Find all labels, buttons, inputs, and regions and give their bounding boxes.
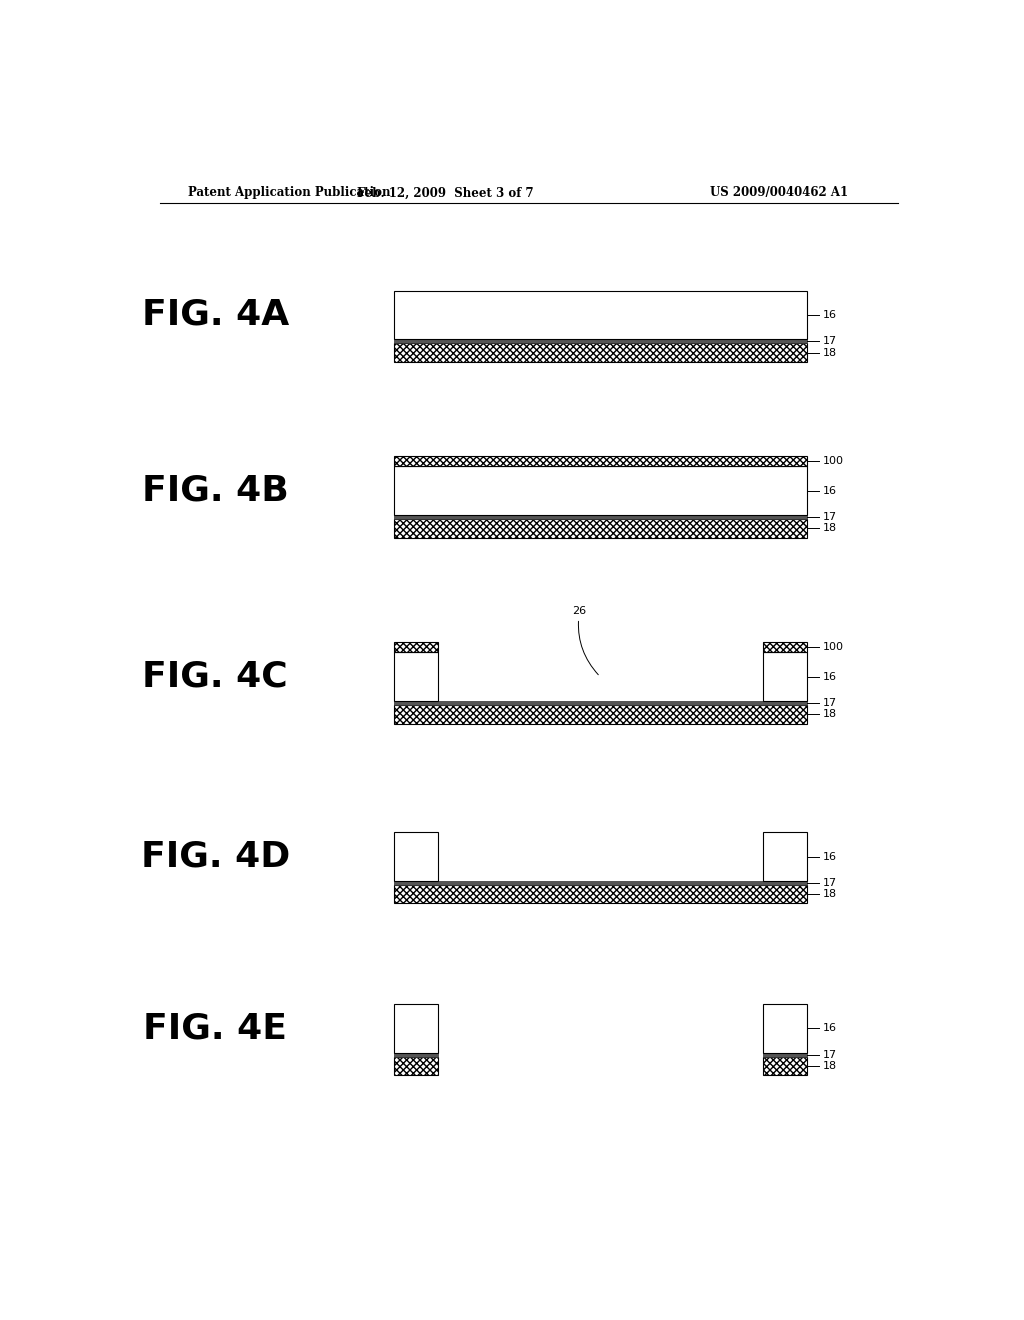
Text: FIG. 4D: FIG. 4D <box>140 840 290 874</box>
Bar <box>394 290 807 339</box>
Text: 16: 16 <box>822 310 837 319</box>
Bar <box>394 1005 437 1053</box>
Text: Feb. 12, 2009  Sheet 3 of 7: Feb. 12, 2009 Sheet 3 of 7 <box>357 186 534 199</box>
Text: FIG. 4E: FIG. 4E <box>143 1011 288 1045</box>
Text: 16: 16 <box>822 851 837 862</box>
Bar <box>394 1053 437 1057</box>
Text: FIG. 4C: FIG. 4C <box>142 660 288 694</box>
Text: Patent Application Publication: Patent Application Publication <box>187 186 390 199</box>
Bar <box>763 652 807 701</box>
Bar <box>394 886 807 903</box>
Bar <box>394 705 807 723</box>
Text: FIG. 4A: FIG. 4A <box>141 298 289 331</box>
Text: 16: 16 <box>822 672 837 681</box>
Text: 100: 100 <box>822 643 844 652</box>
Bar <box>394 343 807 362</box>
Bar <box>763 833 807 880</box>
Text: 18: 18 <box>822 523 837 533</box>
Text: 18: 18 <box>822 1061 837 1071</box>
Bar <box>394 652 437 701</box>
Bar <box>394 701 807 705</box>
Bar <box>394 833 437 880</box>
Bar <box>394 457 807 466</box>
Text: 26: 26 <box>572 606 598 675</box>
Text: 16: 16 <box>822 1023 837 1034</box>
Text: FIG. 4B: FIG. 4B <box>142 474 289 508</box>
Bar <box>394 880 807 886</box>
Text: 18: 18 <box>822 347 837 358</box>
Text: 17: 17 <box>822 698 837 709</box>
Bar <box>763 1053 807 1057</box>
Text: 16: 16 <box>822 486 837 496</box>
Bar <box>394 466 807 515</box>
Bar <box>763 643 807 652</box>
Bar <box>763 1005 807 1053</box>
Text: 17: 17 <box>822 1049 837 1060</box>
Bar <box>394 515 807 519</box>
Text: 100: 100 <box>822 457 844 466</box>
Bar <box>394 339 807 343</box>
Text: 18: 18 <box>822 890 837 899</box>
Text: 17: 17 <box>822 337 837 346</box>
Text: US 2009/0040462 A1: US 2009/0040462 A1 <box>710 186 848 199</box>
Bar <box>763 1057 807 1076</box>
Bar <box>394 1057 437 1076</box>
Text: 17: 17 <box>822 512 837 523</box>
Bar <box>394 643 437 652</box>
Text: 18: 18 <box>822 709 837 719</box>
Text: 17: 17 <box>822 878 837 888</box>
Bar <box>394 519 807 537</box>
